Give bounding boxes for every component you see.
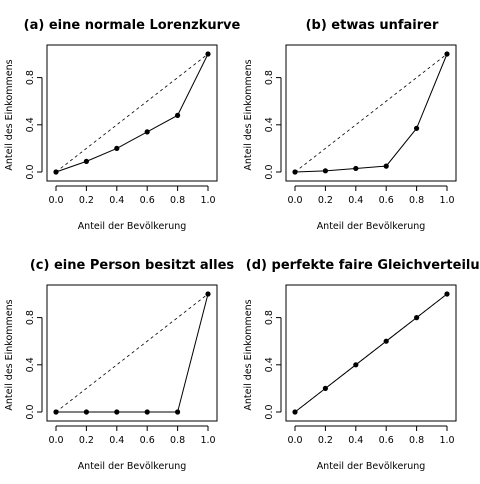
lorenz-point <box>83 409 89 415</box>
chart-panel-3: (c) eine Person besitzt alles 0.0 0.2 0.4 0.… <box>4 258 234 472</box>
y-axis-title: Anteil des Einkommens <box>4 59 15 170</box>
y-tick-label: 0.4 <box>264 117 275 132</box>
chart-panel-4: (d) perfekte faire Gleichverteilung 0.0 0.… <box>243 258 480 472</box>
x-tick-label: 0.2 <box>318 435 333 446</box>
lorenz-point <box>114 145 120 151</box>
plot-frame <box>46 44 218 182</box>
x-tick-label: 0.8 <box>170 195 185 206</box>
y-tick-label: 0.0 <box>25 404 36 419</box>
lorenz-point <box>292 169 298 175</box>
lorenz-point <box>414 125 420 131</box>
y-tick-label: 0.8 <box>25 70 36 85</box>
x-tick-label: 1.0 <box>439 195 454 206</box>
x-tick-label: 0.0 <box>287 195 302 206</box>
plot-frame <box>285 284 457 422</box>
y-tick-label: 0.4 <box>25 117 36 132</box>
x-axis-title: Anteil der Bevölkerung <box>317 221 426 232</box>
chart-panel-1: (a) eine normale Lorenzkurve 0.0 0.2 0.4 0.6… <box>4 18 240 232</box>
lorenz-curve-line <box>294 293 448 413</box>
chart-panel-2: (b) etwas unfairer 0.0 0.2 0.4 0.6 0.8 1.0 0.0 0… <box>243 18 457 232</box>
x-tick-label: 0.6 <box>140 435 155 446</box>
y-tick-label: 0.0 <box>264 404 275 419</box>
x-tick-label: 0.8 <box>170 435 185 446</box>
x-axis-title: Anteil der Bevölkerung <box>317 461 426 472</box>
y-tick-label: 0.8 <box>264 70 275 85</box>
x-axis-title: Anteil der Bevölkerung <box>78 221 187 232</box>
x-tick-label: 1.0 <box>200 195 215 206</box>
lorenz-point <box>322 385 328 391</box>
x-tick-label: 0.0 <box>48 435 63 446</box>
x-tick-label: 0.4 <box>109 195 124 206</box>
lorenz-point <box>205 291 211 297</box>
lorenz-point <box>205 51 211 57</box>
lorenz-point <box>144 129 150 135</box>
lorenz-point <box>83 158 89 164</box>
equality-reference-line <box>55 53 209 173</box>
y-axis-title: Anteil des Einkommens <box>243 59 254 170</box>
lorenz-point <box>383 338 389 344</box>
lorenz-point <box>175 112 181 118</box>
lorenz-curve-line <box>56 293 209 413</box>
lorenz-point <box>292 409 298 415</box>
lorenz-point <box>114 409 120 415</box>
x-tick-label: 0.8 <box>409 435 424 446</box>
lorenz-point <box>444 51 450 57</box>
lorenz-curve-line <box>55 53 209 173</box>
equality-reference-line <box>294 53 448 173</box>
x-axis-title: Anteil der Bevölkerung <box>78 461 187 472</box>
y-tick-label: 0.0 <box>264 164 275 179</box>
plot-frame <box>285 44 457 182</box>
lorenz-point <box>353 362 359 368</box>
x-tick-label: 0.0 <box>287 435 302 446</box>
x-tick-label: 0.6 <box>140 195 155 206</box>
lorenz-point <box>353 165 359 172</box>
x-tick-label: 0.0 <box>48 195 63 206</box>
lorenz-point <box>414 315 420 321</box>
lorenz-point <box>444 291 450 297</box>
y-tick-label: 0.8 <box>264 310 275 325</box>
chart-title: (a) eine normale Lorenzkurve <box>24 18 241 33</box>
x-tick-label: 1.0 <box>439 435 454 446</box>
y-tick-label: 0.4 <box>25 357 36 372</box>
x-tick-label: 0.4 <box>109 435 124 446</box>
y-axis-title: Anteil des Einkommens <box>243 299 254 410</box>
x-tick-label: 0.6 <box>379 195 394 206</box>
lorenz-point <box>175 409 181 415</box>
lorenz-point <box>383 163 389 169</box>
chart-title: (d) perfekte faire Gleichverteilung <box>246 258 480 273</box>
lorenz-point <box>144 409 150 415</box>
x-tick-label: 0.4 <box>348 435 363 446</box>
y-tick-label: 0.4 <box>264 357 275 372</box>
lorenz-point <box>53 409 59 415</box>
y-tick-label: 0.8 <box>25 310 36 325</box>
x-tick-label: 0.8 <box>409 195 424 206</box>
plot-frame <box>46 284 218 422</box>
y-tick-label: 0.0 <box>25 164 36 179</box>
equality-reference-line <box>55 293 209 413</box>
chart-title: (c) eine Person besitzt alles <box>30 258 235 273</box>
chart-title: (b) etwas unfairer <box>306 18 439 33</box>
y-axis-title: Anteil des Einkommens <box>4 299 15 410</box>
lorenz-point <box>53 169 59 175</box>
x-tick-label: 1.0 <box>200 435 215 446</box>
x-tick-label: 0.2 <box>79 435 94 446</box>
x-tick-label: 0.2 <box>318 195 333 206</box>
x-tick-label: 0.4 <box>348 195 363 206</box>
lorenz-point <box>322 168 328 174</box>
x-tick-label: 0.2 <box>79 195 94 206</box>
lorenz-curve-line <box>294 53 448 173</box>
x-tick-label: 0.6 <box>379 435 394 446</box>
